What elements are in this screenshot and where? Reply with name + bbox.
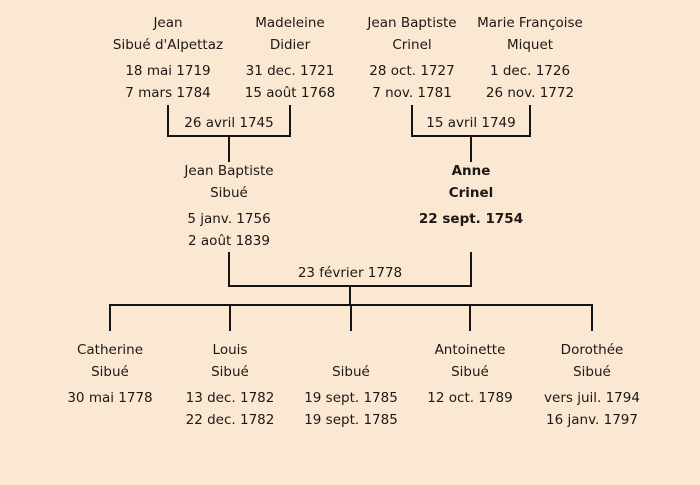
person-surname: Miquet [506, 37, 554, 53]
marriage-date-label[interactable]: 26 avril 1745 [184, 115, 274, 131]
person-surname: Sibué d'Alpettaz [112, 37, 224, 53]
connector-line [109, 306, 111, 331]
birth-date: 22 sept. 1754 [418, 211, 524, 227]
connector-line [229, 306, 231, 331]
person-given-name: Marie Françoise [477, 15, 583, 31]
connector-line [289, 105, 291, 137]
marriage-date-label[interactable]: 15 avril 1749 [426, 115, 516, 131]
death-date: 16 janv. 1797 [546, 412, 638, 428]
person-card-antoinette-sibue[interactable]: Antoinette Sibué 12 oct. 1789 [395, 339, 545, 431]
person-given-name: Madeleine [255, 15, 325, 31]
connector-line [228, 252, 230, 287]
connector-line [167, 105, 169, 137]
person-given-name: Antoinette [434, 342, 506, 358]
person-surname: Didier [269, 37, 311, 53]
person-card-jean-baptiste-crinel[interactable]: Jean Baptiste Crinel 28 oct. 1727 7 nov.… [337, 12, 487, 104]
person-card-anne-crinel-highlighted[interactable]: Anne Crinel 22 sept. 1754 [396, 160, 546, 252]
person-surname: Crinel [448, 185, 494, 201]
birth-date: vers juil. 1794 [544, 390, 640, 406]
connector-line [470, 252, 472, 287]
person-surname: Sibué [573, 364, 611, 380]
person-given-name: Jean Baptiste [367, 15, 457, 31]
connector-line [349, 287, 351, 304]
connector-line [470, 137, 472, 162]
death-date: 7 nov. 1781 [372, 85, 452, 101]
person-surname: Sibué [332, 364, 370, 380]
person-surname: Sibué [451, 364, 489, 380]
connector-line [228, 285, 472, 287]
person-given-name: Anne [451, 163, 491, 179]
person-card-catherine-sibue[interactable]: Catherine Sibué 30 mai 1778 [35, 339, 185, 431]
connector-line [167, 135, 291, 137]
death-date: 15 août 1768 [244, 85, 336, 101]
person-given-name: Jean [153, 15, 183, 31]
connector-line [228, 137, 230, 162]
person-given-name: Catherine [76, 342, 144, 358]
connector-line [411, 135, 531, 137]
death-date: 22 dec. 1782 [185, 412, 275, 428]
birth-date: 1 dec. 1726 [489, 63, 571, 79]
birth-date: 28 oct. 1727 [369, 63, 455, 79]
person-card-louis-sibue[interactable]: Louis Sibué 13 dec. 1782 22 dec. 1782 [155, 339, 305, 431]
person-card-marie-francoise-miquet[interactable]: Marie Françoise Miquet 1 dec. 1726 26 no… [455, 12, 605, 104]
death-date: 26 nov. 1772 [485, 85, 575, 101]
person-surname: Sibué [210, 185, 248, 201]
person-surname: Sibué [211, 364, 249, 380]
person-card-unnamed-sibue[interactable]: Sibué 19 sept. 1785 19 sept. 1785 [276, 339, 426, 431]
death-date: 7 mars 1784 [125, 85, 211, 101]
person-card-jean-baptiste-sibue[interactable]: Jean Baptiste Sibué 5 janv. 1756 2 août … [154, 160, 304, 252]
death-date: 19 sept. 1785 [304, 412, 398, 428]
death-date: 2 août 1839 [188, 233, 270, 249]
connector-line [411, 105, 413, 137]
birth-date: 12 oct. 1789 [427, 390, 513, 406]
birth-date: 13 dec. 1782 [185, 390, 275, 406]
person-given-name: Dorothée [560, 342, 624, 358]
person-given-name: Louis [212, 342, 248, 358]
person-card-dorothee-sibue[interactable]: Dorothée Sibué vers juil. 1794 16 janv. … [517, 339, 667, 431]
person-card-madeleine-didier[interactable]: Madeleine Didier 31 dec. 1721 15 août 17… [215, 12, 365, 104]
connector-line [469, 306, 471, 331]
connector-line [109, 304, 593, 306]
person-surname: Sibué [91, 364, 129, 380]
person-card-jean-sibue[interactable]: Jean Sibué d'Alpettaz 18 mai 1719 7 mars… [93, 12, 243, 104]
birth-date: 30 mai 1778 [67, 390, 153, 406]
birth-date: 18 mai 1719 [125, 63, 211, 79]
birth-date: 31 dec. 1721 [245, 63, 335, 79]
person-surname: Crinel [392, 37, 432, 53]
person-given-name: Jean Baptiste [184, 163, 274, 179]
connector-line [529, 105, 531, 137]
marriage-date-label[interactable]: 23 février 1778 [297, 265, 403, 281]
connector-line [350, 306, 352, 331]
connector-line [591, 306, 593, 331]
birth-date: 19 sept. 1785 [304, 390, 398, 406]
birth-date: 5 janv. 1756 [187, 211, 271, 227]
death-date [396, 230, 546, 252]
